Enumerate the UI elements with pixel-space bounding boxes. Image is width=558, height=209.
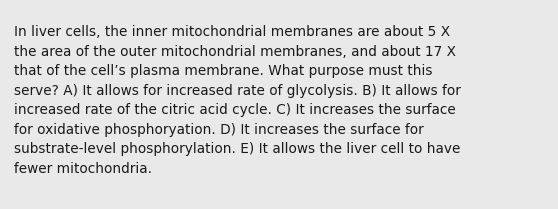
Text: In liver cells, the inner mitochondrial membranes are about 5 X
the area of the : In liver cells, the inner mitochondrial … [14,25,461,176]
